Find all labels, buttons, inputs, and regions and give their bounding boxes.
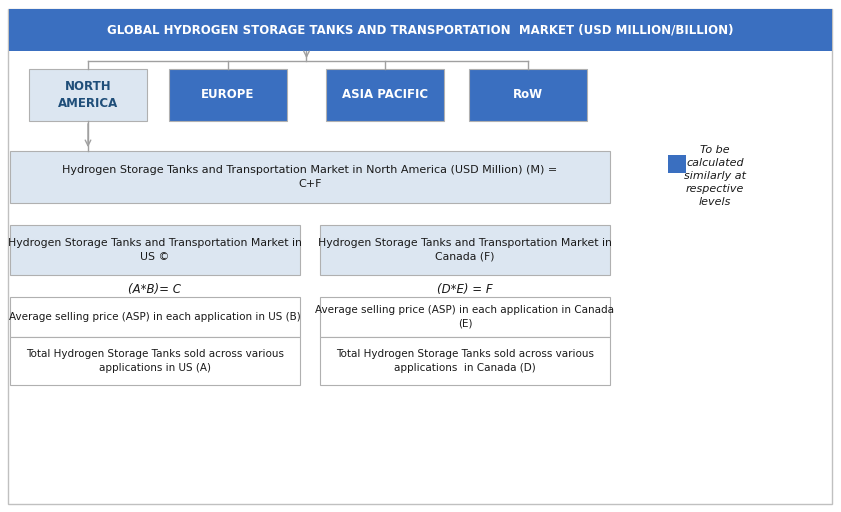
Text: EUROPE: EUROPE <box>201 89 255 101</box>
FancyBboxPatch shape <box>320 337 610 385</box>
Text: ASIA PACIFIC: ASIA PACIFIC <box>342 89 428 101</box>
Text: Hydrogen Storage Tanks and Transportation Market in
US ©: Hydrogen Storage Tanks and Transportatio… <box>8 239 302 262</box>
FancyBboxPatch shape <box>320 225 610 275</box>
FancyBboxPatch shape <box>469 69 587 121</box>
Text: Average selling price (ASP) in each application in US (B): Average selling price (ASP) in each appl… <box>9 312 301 322</box>
Text: To be
calculated
similarly at
respective
levels: To be calculated similarly at respective… <box>684 144 746 207</box>
FancyBboxPatch shape <box>10 297 300 337</box>
Text: Total Hydrogen Storage Tanks sold across various
applications  in Canada (D): Total Hydrogen Storage Tanks sold across… <box>336 349 594 373</box>
Text: GLOBAL HYDROGEN STORAGE TANKS AND TRANSPORTATION  MARKET (USD MILLION/BILLION): GLOBAL HYDROGEN STORAGE TANKS AND TRANSP… <box>108 24 733 36</box>
Text: Hydrogen Storage Tanks and Transportation Market in North America (USD Million) : Hydrogen Storage Tanks and Transportatio… <box>62 165 558 188</box>
Text: NORTH
AMERICA: NORTH AMERICA <box>58 80 118 110</box>
Text: (D*E) = F: (D*E) = F <box>437 283 493 295</box>
FancyBboxPatch shape <box>668 155 686 173</box>
Text: Average selling price (ASP) in each application in Canada
(E): Average selling price (ASP) in each appl… <box>315 305 615 329</box>
FancyBboxPatch shape <box>10 225 300 275</box>
FancyBboxPatch shape <box>326 69 444 121</box>
FancyBboxPatch shape <box>9 9 832 51</box>
FancyBboxPatch shape <box>10 337 300 385</box>
FancyBboxPatch shape <box>10 151 610 203</box>
Text: Hydrogen Storage Tanks and Transportation Market in
Canada (F): Hydrogen Storage Tanks and Transportatio… <box>318 239 612 262</box>
Text: RoW: RoW <box>513 89 543 101</box>
FancyBboxPatch shape <box>29 69 147 121</box>
Text: (A*B)= C: (A*B)= C <box>129 283 182 295</box>
FancyBboxPatch shape <box>320 297 610 337</box>
Text: Total Hydrogen Storage Tanks sold across various
applications in US (A): Total Hydrogen Storage Tanks sold across… <box>26 349 284 373</box>
FancyBboxPatch shape <box>169 69 287 121</box>
